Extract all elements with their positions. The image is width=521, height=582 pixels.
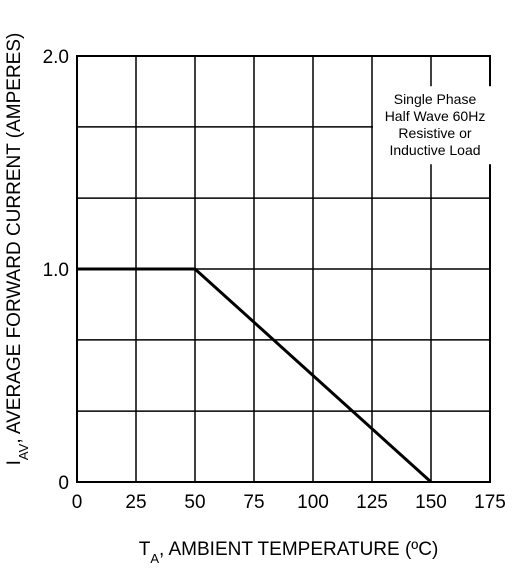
- y-axis-symbol: I: [4, 460, 25, 465]
- x-tick-labels: 0 25 50 75 100 125 150 175: [72, 492, 506, 513]
- x-axis-title: TA, AMBIENT TEMPERATURE (ºC): [139, 539, 439, 566]
- y-axis-subscript: AV: [16, 443, 31, 460]
- x-axis-subscript: A: [150, 551, 159, 566]
- annotation-line-2: Half Wave 60Hz: [385, 108, 486, 124]
- x-tick-label: 125: [356, 492, 388, 513]
- annotation-background: [373, 86, 497, 165]
- y-tick-labels: 0 1.0 2.0: [43, 47, 69, 494]
- y-tick-label: 0: [58, 473, 69, 494]
- series-layer: [77, 267, 433, 484]
- x-axis-label-text: , AMBIENT TEMPERATURE (ºC): [159, 539, 438, 560]
- annotation-line-4: Inductive Load: [389, 142, 480, 158]
- annotation-box: Single Phase Half Wave 60Hz Resistive or…: [373, 86, 497, 165]
- x-tick-label: 100: [297, 492, 329, 513]
- y-tick-label: 2.0: [43, 47, 69, 68]
- y-axis-label-text: , AVERAGE FORWARD CURRENT (AMPERES): [4, 33, 25, 444]
- x-tick-label: 75: [243, 492, 264, 513]
- x-tick-label: 175: [474, 492, 506, 513]
- x-tick-label: 0: [72, 492, 83, 513]
- annotation-line-1: Single Phase: [394, 91, 477, 107]
- x-tick-label: 50: [184, 492, 205, 513]
- x-axis-symbol: T: [139, 539, 151, 560]
- y-tick-label: 1.0: [43, 260, 69, 281]
- annotation-line-3: Resistive or: [398, 125, 471, 141]
- series-line-0: [77, 267, 433, 484]
- y-axis-title: IAV, AVERAGE FORWARD CURRENT (AMPERES): [4, 33, 31, 466]
- x-tick-label: 150: [415, 492, 447, 513]
- x-tick-label: 25: [125, 492, 146, 513]
